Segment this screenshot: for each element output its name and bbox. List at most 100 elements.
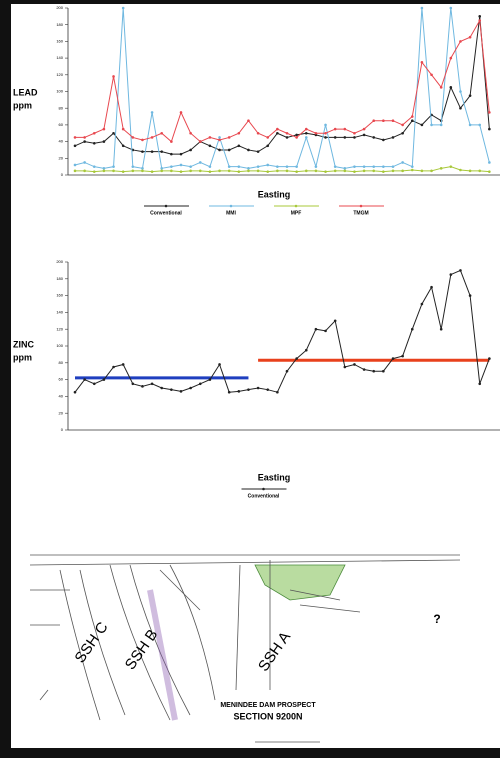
data-point xyxy=(440,167,443,170)
data-point xyxy=(257,387,260,390)
data-point xyxy=(372,370,375,373)
data-point xyxy=(469,36,472,39)
data-point xyxy=(334,170,337,173)
data-point xyxy=(286,136,289,139)
data-point xyxy=(228,165,231,168)
data-point xyxy=(141,167,144,170)
data-point xyxy=(459,90,462,93)
data-point xyxy=(421,61,424,64)
data-point xyxy=(151,383,154,386)
data-point xyxy=(112,170,115,173)
data-point xyxy=(344,136,347,139)
data-point xyxy=(228,391,231,394)
data-point xyxy=(372,165,375,168)
data-point xyxy=(112,165,115,168)
data-point xyxy=(132,136,135,139)
data-point xyxy=(353,165,356,168)
data-point xyxy=(478,383,481,386)
y-tick-label: 80 xyxy=(59,360,64,365)
data-point xyxy=(180,111,183,114)
data-point xyxy=(382,119,385,122)
data-point xyxy=(238,170,241,173)
data-point xyxy=(411,119,414,122)
data-point xyxy=(382,165,385,168)
data-point xyxy=(247,388,250,391)
y-tick-label: 140 xyxy=(56,55,63,60)
data-point xyxy=(218,170,221,173)
data-point xyxy=(372,136,375,139)
data-point xyxy=(238,390,241,393)
data-point xyxy=(459,169,462,172)
data-point xyxy=(286,170,289,173)
data-point xyxy=(141,385,144,388)
data-point xyxy=(478,170,481,173)
data-point xyxy=(324,330,327,333)
y-tick-label: 20 xyxy=(59,155,64,160)
data-point xyxy=(122,144,125,147)
data-point xyxy=(189,170,192,173)
data-point xyxy=(83,170,86,173)
data-point xyxy=(276,170,279,173)
data-point xyxy=(315,328,318,331)
data-point xyxy=(141,150,144,153)
data-point xyxy=(488,170,491,173)
data-point xyxy=(266,164,269,167)
data-point xyxy=(132,383,135,386)
data-point xyxy=(286,132,289,135)
data-point xyxy=(440,86,443,89)
legend-label: TMGM xyxy=(353,210,368,216)
data-point xyxy=(189,387,192,390)
data-point xyxy=(401,161,404,164)
page: SSH C SSH B SSH A ? MENINDEE DAM PROSPEC… xyxy=(0,0,500,758)
data-point xyxy=(334,165,337,168)
y-tick-label: 120 xyxy=(56,72,63,77)
data-point xyxy=(315,170,318,173)
data-point xyxy=(459,269,462,272)
data-point xyxy=(218,139,221,142)
data-point xyxy=(122,7,125,10)
data-point xyxy=(469,170,472,173)
data-point xyxy=(209,144,212,147)
data-point xyxy=(112,132,115,135)
data-point xyxy=(122,170,125,173)
data-point xyxy=(421,170,424,173)
data-point xyxy=(421,303,424,306)
data-point xyxy=(170,388,173,391)
data-point xyxy=(160,170,163,173)
data-point xyxy=(74,136,77,139)
y-tick-label: 160 xyxy=(56,293,63,298)
data-point xyxy=(160,150,163,153)
data-point xyxy=(266,388,269,391)
data-point xyxy=(132,170,135,173)
data-point xyxy=(199,170,202,173)
data-point xyxy=(450,165,453,168)
data-point xyxy=(170,153,173,156)
data-point xyxy=(247,167,250,170)
data-point xyxy=(305,132,308,135)
data-point xyxy=(324,124,327,127)
data-point xyxy=(180,164,183,167)
data-point xyxy=(180,390,183,393)
data-point xyxy=(286,165,289,168)
data-point xyxy=(440,124,443,127)
data-point xyxy=(209,165,212,168)
data-point xyxy=(199,140,202,143)
legend-label: Conventional xyxy=(150,210,182,216)
data-point xyxy=(324,136,327,139)
data-point xyxy=(238,144,241,147)
data-point xyxy=(488,128,491,131)
data-point xyxy=(93,132,96,135)
x-axis-label: Easting xyxy=(258,189,291,199)
y-tick-label: 140 xyxy=(56,309,63,314)
data-point xyxy=(372,170,375,173)
legend-label: MPF xyxy=(291,210,302,216)
data-point xyxy=(305,349,308,352)
data-point xyxy=(151,111,154,114)
y-tick-label: 120 xyxy=(56,326,63,331)
data-point xyxy=(266,144,269,147)
data-point xyxy=(334,128,337,131)
data-point xyxy=(122,128,125,131)
data-point xyxy=(382,170,385,173)
y-tick-label: 40 xyxy=(59,139,64,144)
data-point xyxy=(295,134,298,137)
